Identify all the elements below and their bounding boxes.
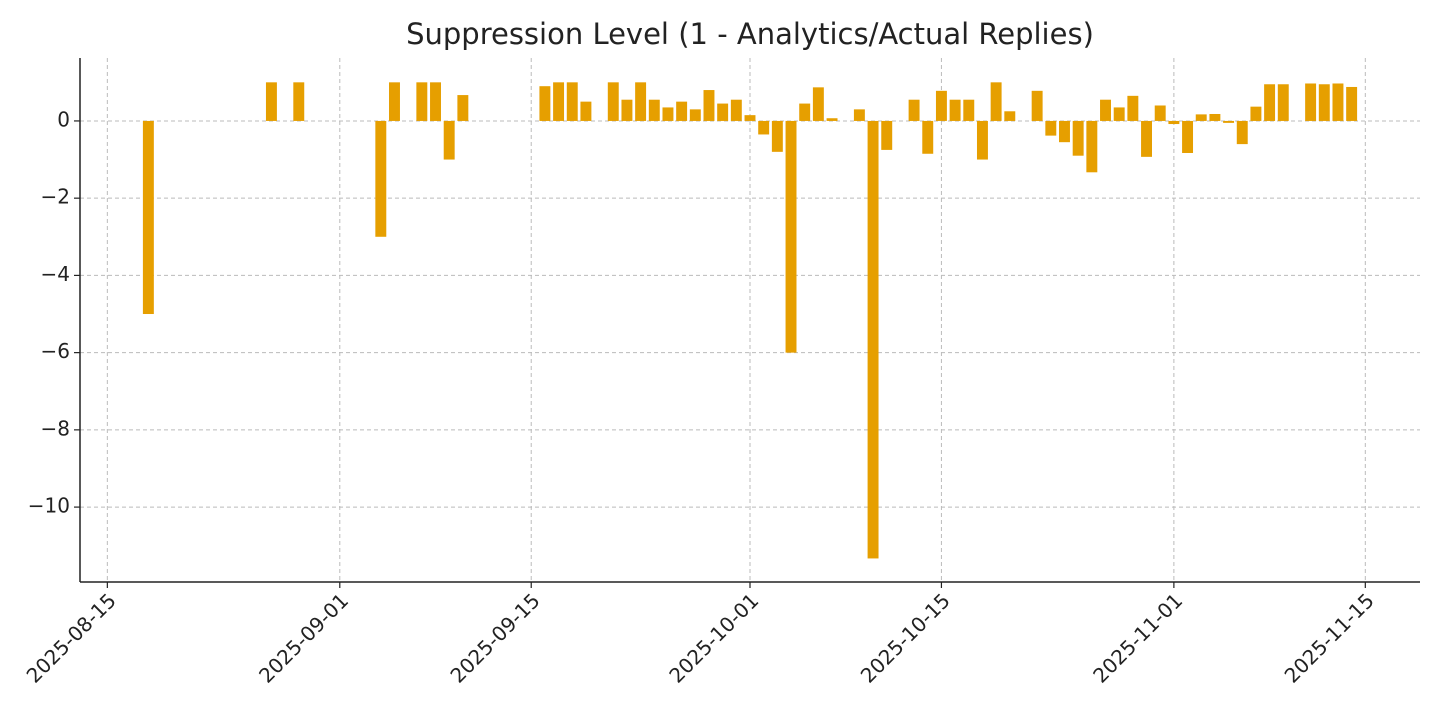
- bar: [990, 82, 1002, 121]
- bar: [1305, 83, 1317, 121]
- bar: [744, 115, 756, 121]
- bar: [799, 103, 811, 121]
- bar: [1086, 120, 1098, 173]
- bar: [265, 82, 277, 121]
- bar: [758, 120, 770, 135]
- bar: [457, 95, 469, 121]
- bar: [389, 82, 400, 121]
- bar: [1141, 120, 1152, 157]
- bar: [430, 82, 441, 121]
- bar: [881, 120, 893, 150]
- bar: [621, 99, 633, 121]
- bar: [1100, 99, 1111, 121]
- bar: [853, 109, 865, 121]
- bar: [826, 118, 838, 121]
- bar: [1195, 114, 1207, 121]
- bar: [142, 120, 154, 315]
- bar: [1318, 84, 1330, 121]
- bar: [1127, 95, 1139, 121]
- bar: [1209, 113, 1221, 121]
- bar: [1072, 120, 1084, 156]
- y-tick-label: 0: [57, 107, 70, 131]
- bar: [648, 99, 660, 121]
- bar: [539, 86, 551, 121]
- bar: [1277, 84, 1289, 121]
- bar: [867, 120, 879, 559]
- y-tick-label: −8: [41, 416, 70, 440]
- bar: [949, 99, 961, 121]
- bar: [976, 120, 988, 160]
- bar: [689, 109, 701, 121]
- bar: [1045, 120, 1057, 136]
- bar: [812, 87, 824, 121]
- bar: [1031, 90, 1043, 121]
- bar: [935, 90, 947, 121]
- bar: [662, 107, 674, 121]
- bar: [922, 120, 934, 154]
- bar: [416, 82, 428, 121]
- bar: [1004, 111, 1016, 121]
- bar: [1154, 105, 1166, 121]
- bar: [1168, 120, 1180, 125]
- x-tick-label: 2025-10-15: [856, 588, 955, 687]
- bar: [771, 120, 783, 152]
- bar: [443, 120, 455, 160]
- x-tick-label: 2025-09-01: [254, 588, 353, 687]
- bar: [635, 82, 647, 121]
- x-tick-label: 2025-11-15: [1280, 588, 1379, 687]
- y-tick-label: −10: [28, 494, 70, 518]
- x-tick-label: 2025-08-15: [22, 588, 121, 687]
- bar: [1264, 84, 1276, 121]
- bar: [730, 99, 742, 121]
- y-tick-label: −6: [41, 339, 70, 363]
- bar: [566, 82, 578, 121]
- bar: [375, 120, 387, 237]
- bar: [908, 99, 920, 121]
- y-tick-label: −2: [41, 185, 70, 209]
- bar: [963, 99, 975, 121]
- bar: [1113, 107, 1125, 121]
- y-tick-label: −4: [41, 262, 70, 286]
- bar: [785, 120, 797, 353]
- x-tick-label: 2025-10-01: [664, 588, 763, 687]
- x-tick-label: 2025-09-15: [445, 588, 544, 687]
- bar: [607, 82, 619, 121]
- bar: [1332, 83, 1344, 121]
- bar: [1059, 120, 1070, 143]
- bar: [580, 101, 592, 121]
- bar: [676, 101, 688, 121]
- bar: [1236, 120, 1248, 145]
- bar: [1250, 106, 1262, 121]
- bar: [1182, 120, 1194, 153]
- chart-title: Suppression Level (1 - Analytics/Actual …: [406, 17, 1094, 51]
- bar: [1346, 86, 1358, 121]
- bar: [553, 82, 565, 121]
- bar: [1223, 120, 1235, 123]
- bar: [703, 90, 715, 121]
- bar: [293, 82, 305, 121]
- x-tick-label: 2025-11-01: [1088, 588, 1187, 687]
- bar: [717, 103, 729, 121]
